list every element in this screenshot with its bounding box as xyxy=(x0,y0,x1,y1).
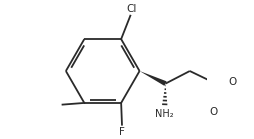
Polygon shape xyxy=(139,71,167,86)
Text: Cl: Cl xyxy=(126,4,136,14)
Text: O: O xyxy=(228,77,236,87)
Text: O: O xyxy=(209,106,217,116)
Text: NH₂: NH₂ xyxy=(155,109,174,119)
Text: F: F xyxy=(119,127,125,137)
